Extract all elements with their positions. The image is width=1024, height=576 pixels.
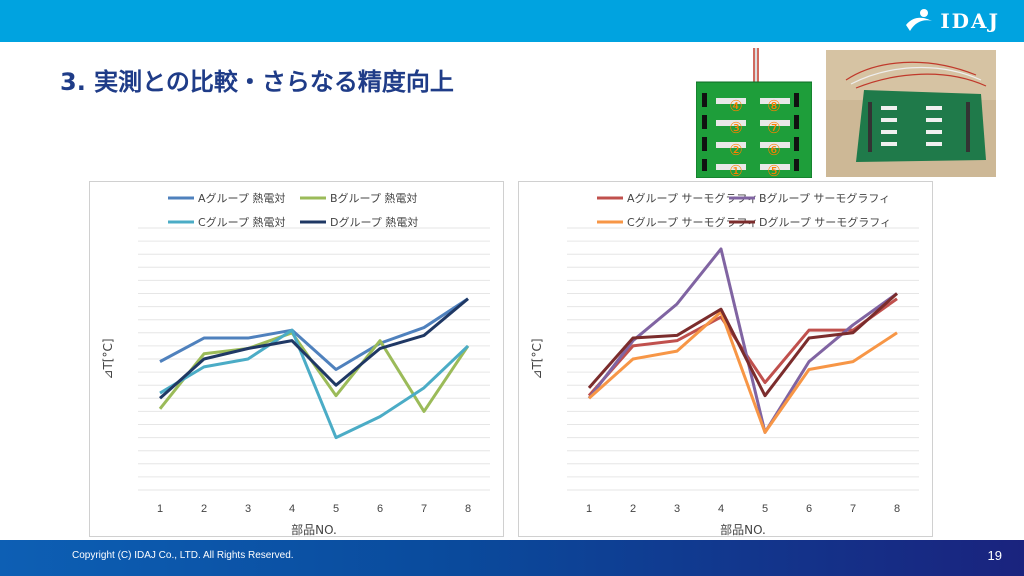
series-line-2	[587, 247, 898, 434]
x-tick-label: 8	[894, 503, 900, 515]
board-label-5: ⑤	[767, 162, 780, 178]
series-line-4	[159, 297, 469, 400]
x-tick-label: 4	[718, 503, 724, 515]
legend-entry: Aグループ 熱電対	[198, 191, 285, 205]
header-bar: IDAJ	[0, 0, 1024, 42]
series-line-4	[587, 292, 898, 398]
board-label-3: ③	[729, 119, 742, 137]
legend-entry: Cグループ サーモグラフィ	[627, 215, 758, 229]
board-label-1: ①	[729, 162, 742, 178]
legend-entry: Cグループ 熱電対	[198, 215, 286, 229]
legend-entry: Dグループ サーモグラフィ	[759, 215, 891, 229]
legend-entry: Dグループ 熱電対	[330, 215, 418, 229]
x-axis-label: 部品NO.	[720, 522, 766, 537]
x-tick-label: 7	[421, 503, 427, 515]
x-tick-label: 2	[630, 503, 636, 515]
thermography-chart-svg: ⊿T[°C] 1 2 3 4 5 6 7 8 部品NO. Aグループ サーモグラフィ Bグループ サー…	[530, 191, 919, 537]
board-diagram: ④ ③ ② ① ⑧ ⑦ ⑥ ⑤	[696, 48, 812, 178]
copyright-text: Copyright (C) IDAJ Co., LTD. All Rights …	[72, 550, 294, 561]
x-tick-label: 6	[377, 503, 383, 515]
series-line-1	[159, 297, 469, 371]
board-label-6: ⑥	[767, 141, 780, 159]
board-label-4: ④	[729, 97, 742, 115]
slide-title: 3. 実測との比較・さらなる精度向上	[60, 68, 454, 96]
x-tick-label: 3	[245, 503, 251, 515]
board-photo	[826, 50, 996, 177]
x-tick-label: 3	[674, 503, 680, 515]
x-tick-label: 2	[201, 503, 207, 515]
x-tick-label: 1	[586, 503, 592, 515]
x-tick-label: 5	[762, 503, 768, 515]
thermocouple-chart-svg: ⊿T[°C] 1 2 3 4 5 6 7 8 部品NO. Aグループ 熱電対 Bグループ 熱電対 Cグル…	[101, 191, 490, 537]
y-axis-label: ⊿T[°C]	[101, 338, 115, 379]
y-axis-label: ⊿T[°C]	[530, 338, 544, 379]
board-label-8: ⑧	[767, 97, 780, 115]
x-tick-label: 1	[157, 503, 163, 515]
circuit-board	[696, 81, 812, 178]
logo-swoosh-icon	[906, 9, 933, 31]
x-tick-label: 6	[806, 503, 812, 515]
board-label-2: ②	[729, 141, 742, 159]
x-tick-label: 8	[465, 503, 471, 515]
x-axis-label: 部品NO.	[291, 522, 337, 537]
series-line-1	[587, 297, 898, 397]
legend-entry: Aグループ サーモグラフィ	[627, 191, 758, 205]
x-tick-label: 7	[850, 503, 856, 515]
legend-entry: Bグループ サーモグラフィ	[759, 191, 890, 205]
company-logo: IDAJ	[904, 6, 1000, 36]
thermocouple-chart: ⊿T[°C] 1 2 3 4 5 6 7 8 部品NO. Aグループ 熱電対 Bグループ 熱電対 Cグル…	[89, 181, 504, 537]
legend-entry: Bグループ 熱電対	[330, 191, 417, 205]
footer-bar: Copyright (C) IDAJ Co., LTD. All Rights …	[0, 540, 1024, 576]
thermography-chart: ⊿T[°C] 1 2 3 4 5 6 7 8 部品NO. Aグループ サーモグラフィ Bグループ サー…	[518, 181, 933, 537]
x-tick-label: 4	[289, 503, 295, 515]
board-label-7: ⑦	[767, 119, 780, 137]
logo-text: IDAJ	[940, 9, 1000, 33]
series-line-3	[588, 310, 898, 434]
series-line-3	[159, 328, 470, 440]
page-number: 19	[987, 548, 1002, 563]
x-tick-label: 5	[333, 503, 339, 515]
